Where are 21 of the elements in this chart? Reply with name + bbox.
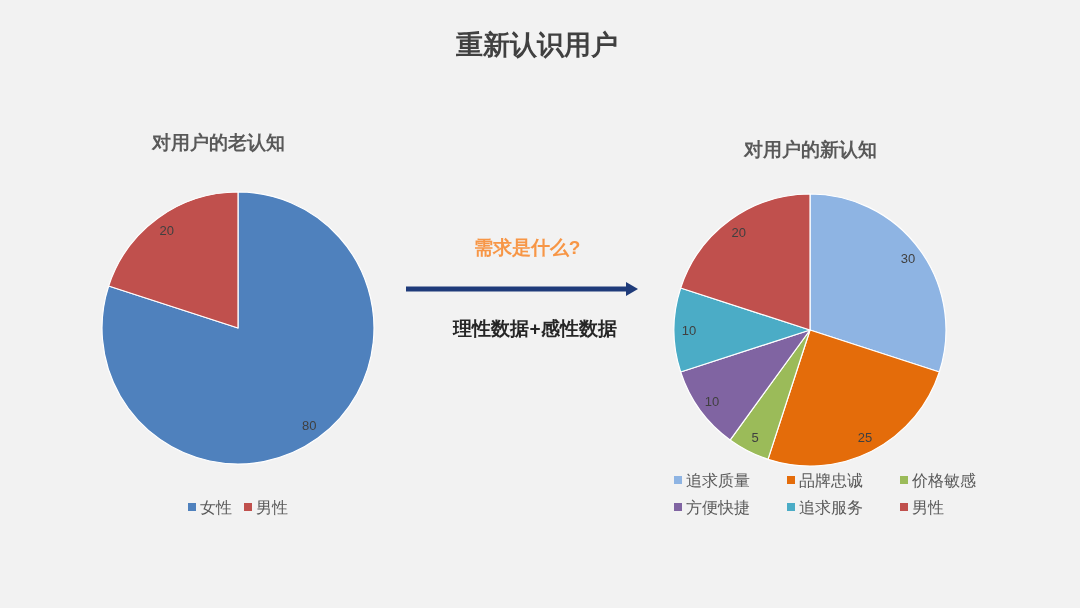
chart-title: 对用户的老认知 <box>151 131 285 153</box>
data-label: 30 <box>900 251 916 267</box>
data-label: 5 <box>751 430 759 446</box>
legend-label: 价格敏感 <box>912 471 976 489</box>
chart-title: 对用户的新认知 <box>743 138 877 160</box>
legend-label: 方便快捷 <box>686 498 750 516</box>
legend-label: 追求质量 <box>686 471 750 489</box>
data-label: 25 <box>857 430 873 446</box>
data-label: 80 <box>301 418 317 434</box>
legend-label: 女性 <box>200 498 232 516</box>
legend-label: 追求服务 <box>799 498 863 516</box>
data-label: 20 <box>731 224 747 240</box>
title: 重新认识用户 <box>456 30 618 60</box>
annotation: 需求是什么? <box>473 236 581 258</box>
legend-label: 男性 <box>912 498 944 516</box>
legend-label: 男性 <box>256 498 288 516</box>
data-label: 10 <box>681 322 697 338</box>
legend-label: 品牌忠诚 <box>799 471 863 489</box>
data-label: 20 <box>159 222 175 238</box>
annotation: 理性数据+感性数据 <box>453 317 617 339</box>
data-label: 10 <box>704 393 720 409</box>
